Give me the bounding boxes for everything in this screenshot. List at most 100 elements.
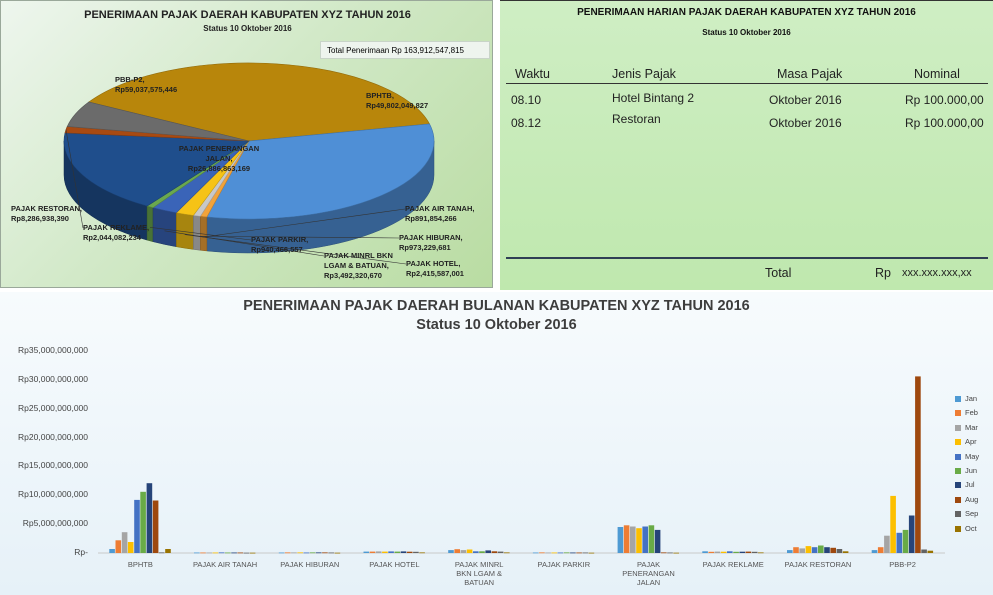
pie-label-value: Rp2,415,587,001 [406,269,464,278]
bar-chart-subtitle: Status 10 Oktober 2016 [416,317,577,333]
bar-feb [623,525,630,553]
bar-jul [654,529,661,553]
bar-jan [278,552,285,554]
bar-jan [617,527,624,553]
bar-mar [545,552,551,554]
pie-label: PBB-P2, Rp59,037,575,446 [115,75,177,95]
pie-label-value: Rp2,044,082,234 [83,233,141,242]
pie-label-name: PBB-P2, [115,75,145,84]
bar-sep [497,551,504,553]
bar-jun [309,552,316,554]
total-label: Total [765,266,792,280]
x-category-label: PAJAK AIR TANAH [192,560,258,569]
bar-aug [745,551,752,553]
legend-item: Jun [955,466,977,476]
bar-jun [140,491,146,553]
bar-jan [194,552,200,554]
bar-apr [297,552,303,554]
row-waktu: 08.10 [511,93,542,107]
bar-jan [532,552,539,554]
legend-swatch [955,525,961,532]
bar-aug [237,552,243,554]
pie-slice [63,132,250,207]
bar-mar [460,550,467,553]
pie-leader-line [203,208,406,238]
x-category-label: BPHTB [127,560,153,569]
bar-oct [588,552,595,554]
bar-jul [400,551,407,553]
bar-apr [127,542,134,553]
bar-may [557,552,564,554]
legend-item: Aug [955,495,978,505]
pie-chart-subtitle: Status 10 Oktober 2016 [203,24,292,33]
bar-aug [915,376,921,553]
pie-label: PAJAK MINRL BKN LGAM & BATUAN, Rp3,492,32… [324,251,402,281]
bar-may [473,551,479,553]
y-tick-label: Rp5,000,000,000 [22,518,88,529]
bar-oct [673,552,679,554]
bar-oct [758,552,764,554]
y-tick-label: Rp15,000,000,000 [18,460,88,471]
pie-label: PAJAK AIR TANAH, Rp891,854,266 [405,204,474,224]
pie-leader-line [196,235,400,239]
bar-sep [158,552,165,554]
bar-jun [818,545,824,553]
legend-swatch [955,482,961,489]
legend-item: Jan [955,394,977,404]
bar-sep [243,552,250,554]
daily-table-title: PENERIMAAN HARIAN PAJAK DAERAH KABUPATEN… [577,7,916,18]
bar-jul [315,552,322,554]
bar-feb [454,549,460,553]
bar-may [218,552,225,554]
bar-jun [733,551,739,553]
y-tick-label: Rp30,000,000,000 [18,373,88,384]
bar-sep [667,552,673,554]
bar-jul [908,515,915,553]
legend-swatch [955,511,961,518]
bar-jun [225,552,231,554]
pie-label-value: Rp891,854,266 [405,214,457,223]
bar-chart-svg [98,376,945,554]
header-masa-pajak: Masa Pajak [777,67,843,81]
bar-jul [231,552,237,554]
bar-feb [877,547,884,553]
daily-table-subtitle: Status 10 Oktober 2016 [702,28,791,37]
x-category-label: PAJAK HOTEL [369,560,420,569]
bar-oct [334,552,341,554]
pie-label-name: PAJAK HOTEL, [406,259,461,268]
bar-jan [702,551,708,553]
x-category-label: PAJAK REKLAME [702,560,764,569]
bar-oct [165,549,171,553]
pie-label-name: PAJAK MINRL BKN LGAM & BATUAN, [324,251,393,270]
row-jenis: Restoran [612,112,661,126]
y-tick-label: Rp35,000,000,000 [18,345,88,355]
bar-oct [419,552,425,554]
bar-jan [787,550,793,553]
bar-aug [830,547,836,553]
legend-label: Jun [965,466,978,475]
bar-mar [291,552,297,554]
bar-jan [871,550,878,553]
header-divider [506,83,988,84]
legend-item: Apr [955,437,977,447]
bar-sep [921,549,927,553]
pie-label: PAJAK HOTEL, Rp2,415,587,001 [406,259,464,279]
x-category-label: PAJAK RESTORAN [784,560,852,569]
bar-may [134,499,140,553]
pie-label: PAJAK PENERANGAN JALAN, Rp26,886,863,169 [176,144,262,174]
pie-label-value: Rp3,492,320,670 [324,271,382,280]
y-tick-label: Rp20,000,000,000 [18,431,88,442]
pie-label-name: PAJAK PARKIR, [251,235,309,244]
legend-item: Mar [955,423,978,433]
bar-mar [206,552,212,554]
legend-swatch [955,439,961,446]
pie-leader-line [164,230,325,257]
footer-divider [506,257,988,259]
header-waktu: Waktu [515,67,550,81]
x-category-label: PAJAK HIBURAN [280,560,340,569]
row-masa: Oktober 2016 [769,116,842,130]
legend-label: Aug [965,494,979,504]
bar-oct [504,552,510,554]
bar-apr [212,552,219,554]
header-nominal: Nominal [914,67,960,81]
